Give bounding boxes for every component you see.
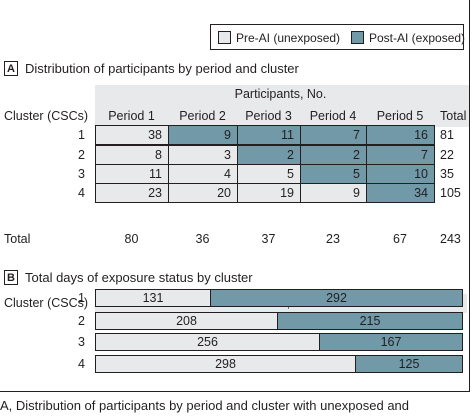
table-cell: 20 xyxy=(168,183,238,203)
period-header: Period 1 xyxy=(108,109,155,123)
cluster-label: 4 xyxy=(78,186,85,200)
column-total: 36 xyxy=(195,232,210,246)
table-cell: 34 xyxy=(366,183,435,203)
bar-segment-post: 215 xyxy=(278,313,462,329)
table-cell: 23 xyxy=(95,183,169,203)
table-cell: 5 xyxy=(300,164,367,184)
table-cell: 10 xyxy=(366,164,435,184)
table-cell: 19 xyxy=(237,183,301,203)
table-cell: 4 xyxy=(168,164,238,184)
figure-caption: A, Distribution of participants by perio… xyxy=(0,398,410,413)
row-total: 105 xyxy=(440,186,461,200)
cluster-label: 1 xyxy=(78,128,85,142)
period-header: Period 5 xyxy=(376,109,424,123)
table-cell: 3 xyxy=(168,145,238,165)
legend-swatch-pre xyxy=(218,31,231,44)
cluster-label: 2 xyxy=(78,148,85,162)
table-cell: 16 xyxy=(366,125,435,145)
table-cell: 7 xyxy=(300,125,367,145)
cluster-header-b: Cluster (CSCs) xyxy=(4,296,89,310)
panel-a-heading: A Distribution of participants by period… xyxy=(4,61,299,76)
legend-item-post: Post-AI (exposed) xyxy=(351,30,466,45)
bar-segment-post: 292 xyxy=(211,290,462,306)
panel-b-heading: B Total days of exposure status by clust… xyxy=(4,270,253,285)
panel-a-letter: A xyxy=(4,61,18,76)
column-total: 80 xyxy=(124,232,139,246)
table-cell: 8 xyxy=(95,145,169,165)
table-cell: 38 xyxy=(95,125,169,145)
stacked-bar: 256 167 xyxy=(95,333,463,351)
stacked-bar: 298 125 xyxy=(95,355,463,373)
cluster-label-b: 1 xyxy=(78,291,85,305)
header-band xyxy=(95,85,469,127)
table-cell: 2 xyxy=(237,145,301,165)
column-total: 23 xyxy=(326,232,340,246)
panel-b-title: Total days of exposure status by cluster xyxy=(25,270,253,285)
table-cell: 2 xyxy=(300,145,367,165)
row-total: 35 xyxy=(440,167,454,181)
column-total: 67 xyxy=(393,232,407,246)
bar-segment-post: 167 xyxy=(320,334,462,350)
bar-segment-post: 125 xyxy=(356,356,462,372)
table-cell: 5 xyxy=(237,164,301,184)
stacked-bar: 131 292 xyxy=(95,289,463,307)
legend: Pre-AI (unexposed) Post-AI (exposed) xyxy=(210,24,466,50)
legend-label-pre: Pre-AI (unexposed) xyxy=(236,30,341,45)
total-row-label: Total xyxy=(4,232,31,246)
period-header: Period 2 xyxy=(179,109,226,123)
legend-item-pre: Pre-AI (unexposed) xyxy=(218,30,341,45)
row-total: 22 xyxy=(440,148,454,162)
bar-segment-pre: 298 xyxy=(96,356,356,372)
bar-segment-pre: 131 xyxy=(96,290,211,306)
row-total: 81 xyxy=(440,128,454,142)
table-cell: 11 xyxy=(237,125,301,145)
bar-segment-pre: 256 xyxy=(96,334,320,350)
participants-label: Participants, No. xyxy=(234,87,327,101)
table-cell: 9 xyxy=(168,125,238,145)
table-cell: 9 xyxy=(300,183,367,203)
cluster-label: 3 xyxy=(78,167,85,181)
period-header: Period 3 xyxy=(245,109,292,123)
cluster-header: Cluster (CSCs) xyxy=(4,109,89,123)
table-cell: 7 xyxy=(366,145,435,165)
cluster-label-b: 3 xyxy=(78,335,85,349)
legend-swatch-post xyxy=(351,31,364,44)
period-header: Period 4 xyxy=(309,109,357,123)
table-cell: 11 xyxy=(95,164,169,184)
panel-a-title: Distribution of participants by period a… xyxy=(25,61,299,76)
legend-label-post: Post-AI (exposed) xyxy=(369,30,466,45)
panel-b-letter: B xyxy=(4,270,18,285)
bar-segment-pre: 208 xyxy=(96,313,278,329)
cluster-label-b: 4 xyxy=(78,357,85,371)
grand-total: 243 xyxy=(440,232,461,246)
stacked-bar: 208 215 xyxy=(95,312,463,330)
total-header: Total xyxy=(440,109,467,123)
cluster-label-b: 2 xyxy=(78,314,85,328)
column-total: 37 xyxy=(261,232,276,246)
figure-frame xyxy=(0,0,470,392)
